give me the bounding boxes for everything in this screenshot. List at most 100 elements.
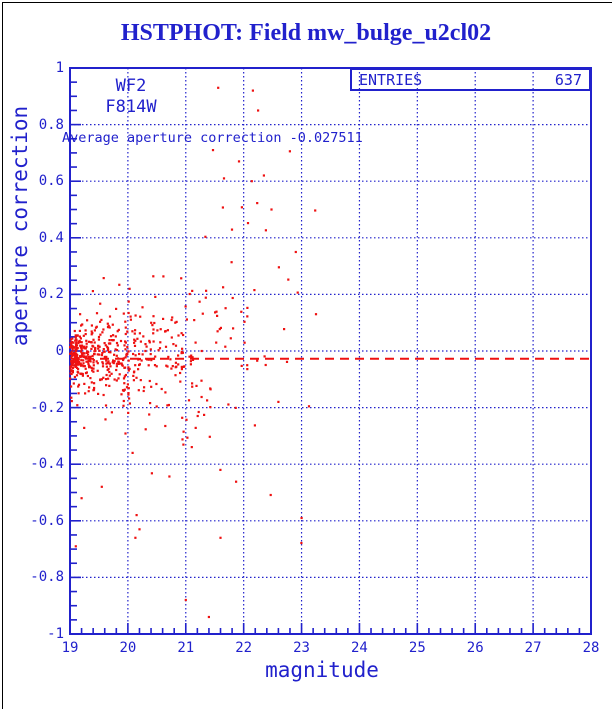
data-point [97, 344, 100, 347]
data-point [160, 387, 163, 391]
x-tick-label: 22 [235, 640, 253, 656]
data-point [140, 359, 143, 362]
data-point [75, 345, 78, 348]
data-point [77, 361, 81, 364]
data-point [72, 364, 75, 367]
data-point [87, 350, 90, 354]
data-point [132, 379, 135, 382]
data-point [99, 320, 102, 323]
data-point [127, 393, 130, 396]
data-point [85, 360, 88, 363]
data-point [104, 344, 107, 347]
data-point [159, 341, 162, 344]
data-point [200, 379, 203, 382]
data-point [76, 334, 79, 337]
data-point [85, 345, 88, 348]
data-point [175, 320, 178, 323]
data-point [230, 261, 233, 264]
data-point [97, 335, 101, 339]
data-point [170, 367, 173, 370]
data-point [296, 291, 299, 294]
data-point [111, 361, 114, 364]
data-point [253, 289, 256, 292]
data-point [128, 287, 131, 290]
plot-frame [69, 67, 592, 635]
data-point [71, 340, 74, 344]
data-point [149, 348, 152, 351]
data-point [137, 389, 140, 392]
data-point [71, 366, 75, 370]
data-point [148, 413, 151, 416]
data-point [72, 382, 75, 385]
data-point [122, 399, 125, 403]
data-point [179, 380, 182, 383]
data-point [87, 362, 90, 365]
y-tick-label: 0.8 [38, 116, 64, 133]
data-point [177, 363, 180, 366]
data-point [75, 358, 78, 361]
data-point-outlier [251, 89, 254, 92]
data-point [116, 344, 119, 347]
data-point [164, 330, 167, 333]
data-point [74, 355, 77, 358]
data-point [72, 346, 75, 349]
data-point [197, 410, 200, 414]
data-point [118, 373, 121, 376]
data-point [264, 229, 267, 232]
data-point [97, 347, 100, 350]
data-point [180, 352, 183, 355]
filter-label: F814W [105, 97, 157, 117]
data-point-outlier [100, 485, 103, 488]
camera-label: WF2 [115, 76, 147, 96]
data-point [174, 374, 177, 377]
data-point [100, 354, 103, 357]
data-point [146, 358, 149, 361]
data-point [162, 317, 165, 320]
data-point [179, 371, 182, 375]
data-point [138, 357, 141, 361]
data-point [115, 349, 119, 352]
data-point [106, 326, 110, 329]
data-point [77, 368, 80, 371]
data-point [191, 289, 194, 292]
data-point [134, 329, 137, 332]
data-point [227, 403, 230, 406]
data-point [283, 328, 286, 331]
data-point [83, 352, 86, 355]
data-point [264, 363, 267, 367]
data-point [204, 235, 207, 238]
entries-value: 637 [554, 70, 582, 89]
data-point [235, 480, 238, 483]
data-point [129, 315, 132, 318]
data-point [69, 377, 72, 380]
data-point [115, 354, 118, 357]
data-point [97, 392, 100, 395]
data-point [83, 382, 86, 385]
data-point [169, 358, 172, 361]
data-point [182, 443, 185, 446]
data-point [133, 344, 137, 347]
data-point [117, 377, 120, 380]
data-point [91, 290, 94, 293]
data-point [134, 354, 137, 357]
data-point [126, 330, 129, 333]
data-point [124, 356, 127, 359]
data-point [116, 357, 120, 360]
data-point [120, 362, 123, 365]
data-point [82, 334, 85, 337]
data-point [75, 363, 78, 366]
data-point [71, 337, 74, 340]
data-point [80, 359, 83, 362]
data-point [122, 377, 126, 380]
data-point [240, 206, 243, 209]
data-point [155, 405, 158, 408]
data-point [144, 343, 147, 346]
data-point [92, 364, 95, 367]
y-tick-label: -0.6 [30, 512, 64, 529]
entries-box: ENTRIES 637 [350, 68, 591, 91]
data-point [80, 348, 83, 351]
data-point [86, 374, 89, 378]
data-point [138, 332, 141, 335]
data-point [109, 351, 112, 354]
data-point [76, 360, 79, 363]
